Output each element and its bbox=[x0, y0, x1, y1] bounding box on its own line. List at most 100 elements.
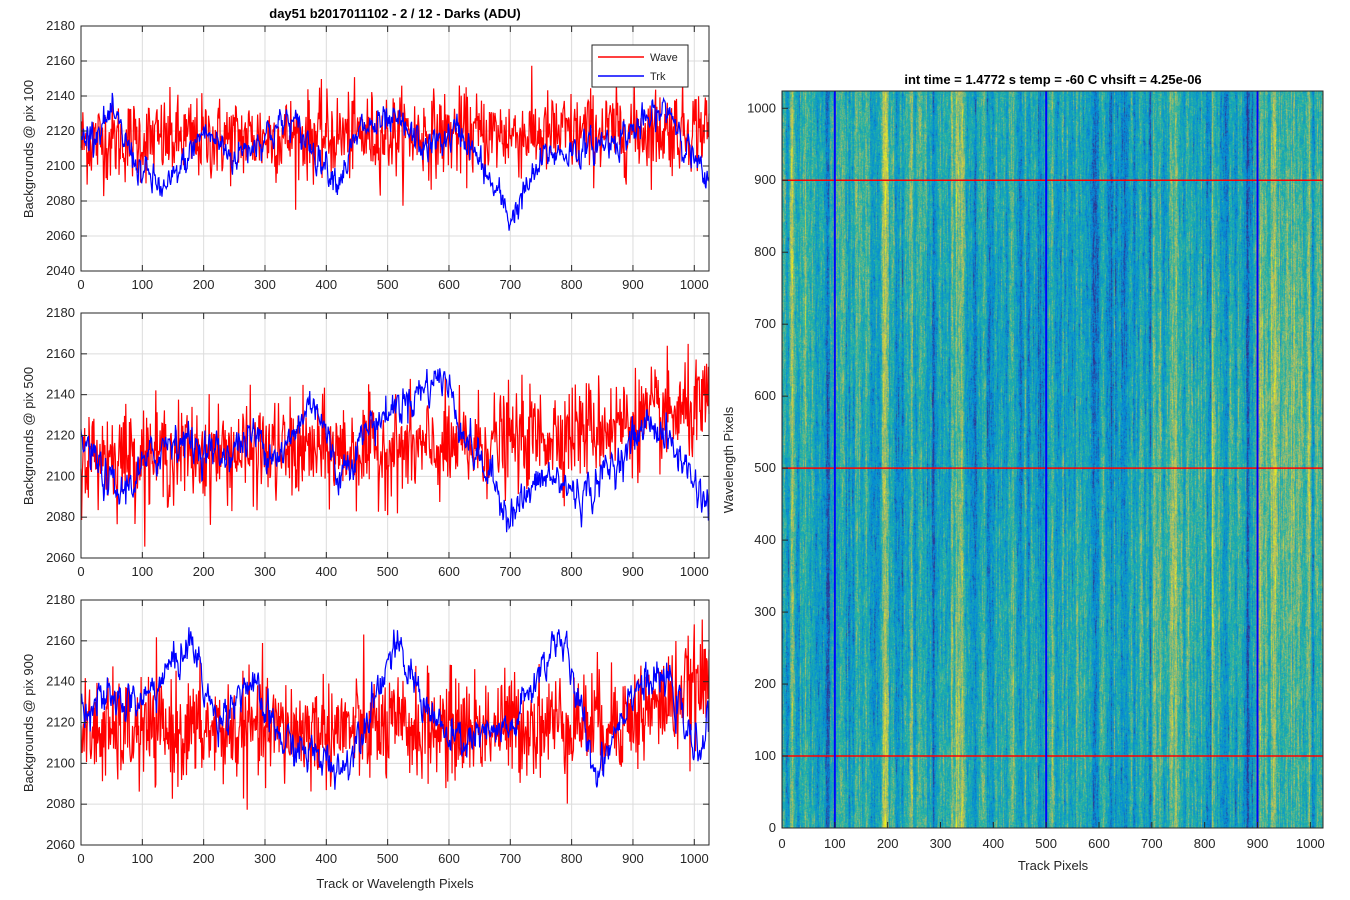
heatmap-y-tick-label: 100 bbox=[754, 748, 776, 763]
y-tick-label: 2080 bbox=[46, 193, 75, 208]
heatmap-ticks: 0 100 200 300 400 500 600 700 800 900 1000 0 100 200 3… bbox=[747, 100, 1325, 851]
plot-pix500: 0 100 200 300 400 500 600 700 800 900 1000 2060 2080… bbox=[46, 305, 710, 579]
x-tick-label: 400 bbox=[315, 564, 337, 579]
heatmap-y-axis-label: Wavelength Pixels bbox=[721, 406, 736, 513]
legend-box bbox=[591, 44, 689, 88]
heatmap-x-tick-label: 700 bbox=[1141, 836, 1163, 851]
series-line-trk bbox=[80, 368, 710, 533]
y-tick-label: 2100 bbox=[46, 158, 75, 173]
x-tick-label: 800 bbox=[561, 277, 583, 292]
y-tick-label: 2100 bbox=[46, 755, 75, 770]
x-tick-label: 400 bbox=[315, 851, 337, 866]
x-tick-label: 100 bbox=[131, 564, 153, 579]
x-tick-label: 900 bbox=[622, 564, 644, 579]
legend-label-wave: Wave bbox=[650, 52, 678, 64]
heatmap-x-tick-label: 500 bbox=[1035, 836, 1057, 851]
x-tick-label: 500 bbox=[377, 851, 399, 866]
heatmap-title: int time = 1.4772 s temp = -60 C vhsift … bbox=[904, 72, 1201, 87]
x-tick-label: 200 bbox=[193, 564, 215, 579]
x-tick-label: 0 bbox=[77, 564, 84, 579]
x-tick-label: 200 bbox=[193, 851, 215, 866]
heatmap-x-axis-label: Track Pixels bbox=[1018, 858, 1089, 873]
x-tick-label: 300 bbox=[254, 564, 276, 579]
legend: Wave Trk bbox=[591, 44, 689, 88]
x-tick-label: 900 bbox=[622, 277, 644, 292]
heatmap-x-tick-label: 1000 bbox=[1296, 836, 1325, 851]
x-tick-label: 700 bbox=[499, 564, 521, 579]
y-axis-label-pix100: Backgrounds @ pix 100 bbox=[21, 80, 36, 218]
heatmap-y-tick-label: 1000 bbox=[747, 100, 776, 115]
x-tick-label: 600 bbox=[438, 564, 460, 579]
y-tick-label: 2100 bbox=[46, 468, 75, 483]
series-line-trk bbox=[80, 92, 710, 231]
heatmap-y-tick-label: 200 bbox=[754, 676, 776, 691]
heatmap-image bbox=[782, 91, 1323, 828]
x-tick-label: 500 bbox=[377, 277, 399, 292]
heatmap-frame bbox=[781, 90, 1324, 829]
y-tick-label: 2120 bbox=[46, 123, 75, 138]
plot-pix900: 0 100 200 300 400 500 600 700 800 900 1000 2060 2080… bbox=[46, 592, 710, 866]
x-tick-label: 1000 bbox=[680, 277, 709, 292]
y-tick-label: 2120 bbox=[46, 428, 75, 443]
heatmap-y-tick-label: 0 bbox=[769, 820, 776, 835]
y-tick-label: 2140 bbox=[46, 387, 75, 402]
series-line-trk bbox=[80, 627, 710, 790]
heatmap-y-tick-label: 500 bbox=[754, 460, 776, 475]
y-tick-label: 2080 bbox=[46, 509, 75, 524]
legend-label-trk: Trk bbox=[650, 71, 666, 83]
x-tick-label: 700 bbox=[499, 851, 521, 866]
heatmap-axes: 0 100 200 300 400 500 600 700 800 900 1000 0 100 200 3… bbox=[747, 90, 1325, 851]
y-tick-label: 2180 bbox=[46, 305, 75, 320]
y-tick-label: 2120 bbox=[46, 715, 75, 730]
x-tick-label: 0 bbox=[77, 277, 84, 292]
heatmap-x-tick-label: 300 bbox=[930, 836, 952, 851]
bottom-x-axis-label: Track or Wavelength Pixels bbox=[316, 876, 474, 891]
heatmap-x-tick-label: 200 bbox=[877, 836, 899, 851]
y-tick-label: 2180 bbox=[46, 592, 75, 607]
left-figure-title: day51 b2017011102 - 2 / 12 - Darks (ADU) bbox=[269, 6, 520, 21]
x-tick-label: 1000 bbox=[680, 564, 709, 579]
y-tick-label: 2060 bbox=[46, 837, 75, 852]
x-tick-label: 100 bbox=[131, 277, 153, 292]
heatmap-x-tick-label: 600 bbox=[1088, 836, 1110, 851]
heatmap-x-tick-label: 100 bbox=[824, 836, 846, 851]
y-tick-label: 2160 bbox=[46, 346, 75, 361]
y-tick-label: 2180 bbox=[46, 18, 75, 33]
heatmap-y-tick-label: 800 bbox=[754, 244, 776, 259]
y-tick-label: 2160 bbox=[46, 53, 75, 68]
heatmap-y-tick-label: 900 bbox=[754, 172, 776, 187]
x-tick-label: 600 bbox=[438, 277, 460, 292]
y-axis-label-pix900: Backgrounds @ pix 900 bbox=[21, 654, 36, 792]
x-tick-label: 300 bbox=[254, 277, 276, 292]
x-tick-label: 1000 bbox=[680, 851, 709, 866]
plot-frame bbox=[80, 25, 710, 272]
heatmap-y-tick-label: 400 bbox=[754, 532, 776, 547]
x-tick-label: 0 bbox=[77, 851, 84, 866]
series-line-wave bbox=[80, 65, 710, 210]
heatmap-y-tick-label: 600 bbox=[754, 388, 776, 403]
x-tick-label: 500 bbox=[377, 564, 399, 579]
y-tick-label: 2080 bbox=[46, 796, 75, 811]
y-tick-label: 2160 bbox=[46, 633, 75, 648]
y-tick-label: 2060 bbox=[46, 228, 75, 243]
heatmap-x-tick-label: 400 bbox=[982, 836, 1004, 851]
series-line-wave bbox=[80, 619, 710, 810]
x-tick-label: 400 bbox=[315, 277, 337, 292]
x-tick-label: 600 bbox=[438, 851, 460, 866]
y-tick-label: 2060 bbox=[46, 550, 75, 565]
x-tick-label: 200 bbox=[193, 277, 215, 292]
x-tick-label: 300 bbox=[254, 851, 276, 866]
y-tick-label: 2040 bbox=[46, 263, 75, 278]
heatmap-x-tick-label: 800 bbox=[1194, 836, 1216, 851]
x-tick-label: 800 bbox=[561, 564, 583, 579]
x-tick-label: 800 bbox=[561, 851, 583, 866]
heatmap-y-tick-label: 700 bbox=[754, 316, 776, 331]
x-tick-label: 900 bbox=[622, 851, 644, 866]
y-tick-label: 2140 bbox=[46, 674, 75, 689]
x-tick-label: 700 bbox=[499, 277, 521, 292]
heatmap-x-tick-label: 900 bbox=[1247, 836, 1269, 851]
x-tick-label: 100 bbox=[131, 851, 153, 866]
y-axis-label-pix500: Backgrounds @ pix 500 bbox=[21, 367, 36, 505]
y-tick-label: 2140 bbox=[46, 88, 75, 103]
